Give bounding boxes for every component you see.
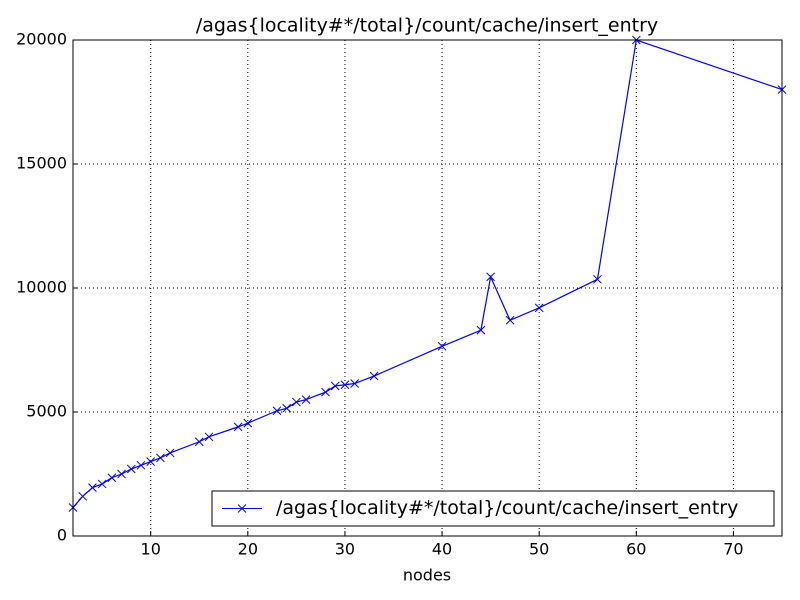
x-tick-label: 50 (529, 540, 549, 559)
marker (301, 395, 311, 404)
marker (194, 437, 204, 447)
marker (534, 303, 544, 313)
marker (88, 483, 97, 492)
legend-marker (237, 504, 247, 513)
marker (476, 325, 486, 335)
marker (505, 315, 515, 325)
legend-box (211, 490, 775, 527)
marker (593, 274, 602, 284)
marker (156, 453, 165, 463)
x-axis-label: nodes (403, 566, 451, 585)
marker (233, 422, 243, 432)
y-tick-label: 10000 (16, 278, 67, 297)
x-tick-label: 60 (626, 540, 646, 559)
marker (146, 457, 156, 466)
marker (340, 380, 350, 390)
y-tick-label: 15000 (16, 154, 67, 173)
marker (330, 381, 340, 391)
legend-label: /agas{locality#*/total}/count/cache/inse… (276, 497, 738, 519)
marker (78, 491, 88, 501)
marker (107, 473, 117, 483)
marker (165, 448, 175, 458)
x-tick-label: 30 (335, 540, 355, 559)
marker (282, 403, 292, 413)
marker (136, 460, 146, 470)
x-tick-label: 20 (238, 540, 258, 559)
marker (97, 479, 107, 489)
marker (292, 397, 301, 407)
marker (321, 387, 330, 397)
line (72, 39, 783, 508)
x-tick-label: 70 (723, 540, 743, 559)
marker (126, 464, 136, 474)
y-tick-label: 5000 (26, 402, 67, 421)
marker (350, 379, 360, 388)
plot-frame (72, 39, 783, 537)
marker (437, 341, 447, 351)
y-tick-label: 0 (57, 526, 67, 545)
chart-title: /agas{locality#*/total}/count/cache/inse… (196, 15, 658, 37)
x-tick-label: 10 (141, 540, 161, 559)
marker (272, 406, 282, 416)
marker (486, 272, 495, 282)
marker (204, 432, 214, 442)
marker (243, 418, 253, 428)
marker (117, 469, 126, 479)
x-tick-label: 40 (432, 540, 452, 559)
y-tick-label: 20000 (16, 30, 67, 49)
marker (369, 371, 379, 381)
